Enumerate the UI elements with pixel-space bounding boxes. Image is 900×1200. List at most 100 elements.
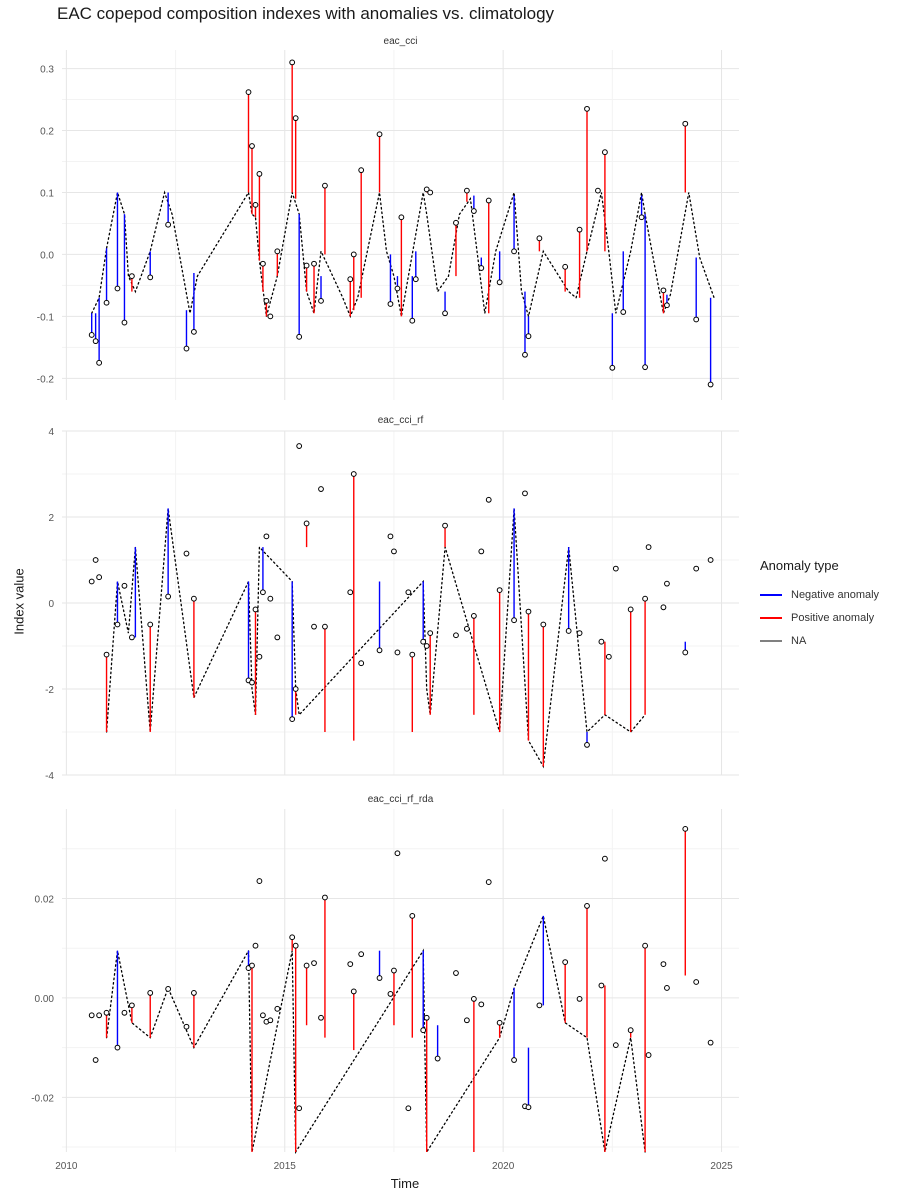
observation-point [121,582,128,589]
observation-point [598,982,605,989]
observation-point [434,1055,441,1062]
observation-point [318,1014,324,1021]
observation-point [128,634,135,641]
observation-point [249,679,255,686]
observation-point [620,309,627,315]
observation-point [263,297,270,304]
observation-point [470,995,477,1002]
x-tick-label: 2025 [710,1161,733,1172]
observation-point [627,606,634,613]
observation-point [128,1002,135,1009]
legend-key-negative [760,593,782,596]
observation-point [463,625,470,632]
observation-point [394,850,401,857]
observation-point [88,578,95,585]
observation-point [249,143,255,149]
observation-point [707,1039,714,1046]
observation-point [121,319,128,326]
observation-point [598,638,605,645]
observation-point [256,170,263,177]
observation-point [522,490,528,497]
observation-point [292,115,299,122]
observation-point [350,471,357,477]
observation-point [612,1042,619,1049]
observation-point [96,574,103,581]
y-tick-label: 0.1 [40,188,54,199]
observation-point [296,1105,303,1112]
legend-key-na [760,639,782,642]
y-tick-label: 0.02 [35,894,55,905]
observation-point [183,1023,190,1030]
observation-point [693,979,700,985]
observation-point [664,580,670,587]
observation-point [303,962,310,969]
observation-point [165,593,172,600]
observation-point [88,1012,95,1019]
observation-point [423,186,430,193]
observation-point [664,985,670,991]
y-tick-label: 0.0 [40,250,54,261]
observation-point [478,1001,485,1008]
observation-point [584,742,590,748]
x-axis-label: Time [390,1176,420,1191]
observation-point [376,975,383,981]
legend-item-positive-anomaly: Positive anomaly [760,606,879,629]
legend: Anomaly type Negative anomaly Positive a… [760,558,879,652]
observation-point [660,604,667,611]
observation-point [358,951,365,958]
observation-point [322,182,328,189]
observation-point [267,1017,274,1024]
observation-point [311,260,317,267]
y-tick-label: -0.02 [31,1093,54,1104]
observation-point [642,942,648,949]
observation-point [398,214,405,221]
observation-point [682,825,689,832]
y-tick-label: 4 [48,427,54,438]
observation-point [92,1057,99,1063]
observation-point [311,960,317,967]
observation-point [664,302,670,309]
observation-point [191,328,197,335]
observation-point [707,381,714,388]
observation-point [660,961,667,967]
observation-point [453,970,459,976]
observation-point [376,131,383,138]
observation-point [322,623,328,630]
x-tick-label: 2020 [492,1161,515,1172]
observation-point [256,653,263,660]
observation-point [92,338,99,345]
observation-point [536,235,543,242]
observation-point [405,1105,412,1112]
observation-point [274,1005,281,1012]
panel-strip-label: eac_cci [384,36,418,47]
observation-point [252,606,259,613]
y-tick-label: 0.3 [40,65,54,76]
y-tick-label: -4 [45,771,54,782]
observation-point [420,638,427,645]
observation-point [645,1052,652,1058]
observation-point [322,894,328,901]
x-tick-label: 2015 [274,1161,297,1172]
observation-point [245,89,252,96]
observation-point [191,990,197,996]
observation-point [602,855,608,862]
observation-point [289,716,296,722]
observation-point [358,660,365,667]
observation-point [263,533,270,540]
y-tick-label: 2 [48,513,54,524]
observation-point [347,589,354,596]
observation-point [496,1019,503,1026]
observation-point [103,299,110,306]
observation-point [420,1027,427,1034]
observation-point [511,1057,517,1063]
observation-point [540,621,547,628]
observation-point [260,1012,266,1019]
observation-point [609,364,616,371]
observation-point [318,297,324,304]
observation-point [576,226,583,233]
legend-key-positive [760,616,782,619]
observation-point [252,201,259,208]
chart-title: EAC copepod composition indexes with ano… [57,4,555,23]
observation-point [511,617,517,624]
